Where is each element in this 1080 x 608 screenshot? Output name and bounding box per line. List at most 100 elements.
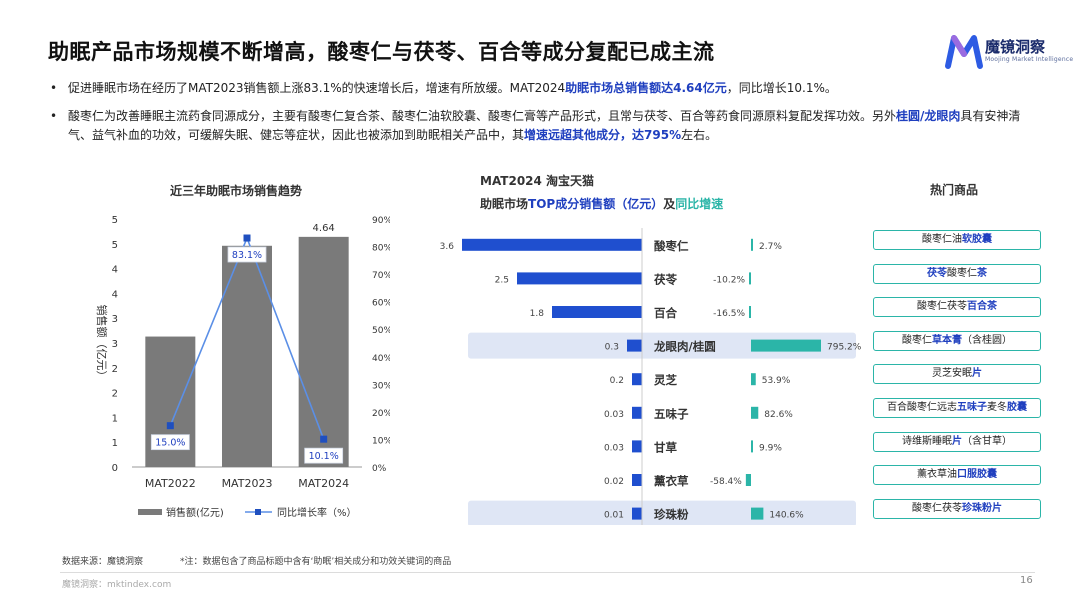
growth-value-label: -10.2% <box>713 275 745 285</box>
y2-tick-label: 50% <box>372 326 390 336</box>
y2-tick-label: 30% <box>372 381 390 391</box>
body-text: 促进睡眠市场在经历了MAT2023销售额上涨83.1%的快速增长后，增速有所放缓… <box>68 81 566 95</box>
bullet-text: 酸枣仁为改善睡眠主流药食同源成分，主要有酸枣仁复合茶、酸枣仁油软胶囊、酸枣仁膏等… <box>50 107 1035 145</box>
title-segment: 助眠市场 <box>480 197 529 211</box>
ingredient-label: 茯苓 <box>653 272 677 286</box>
moojing-logo-icon <box>945 35 983 69</box>
growth-bar <box>751 373 756 386</box>
y-tick-label: 0 <box>112 463 118 474</box>
bullet-2: • 酸枣仁为改善睡眠主流药食同源成分，主要有酸枣仁复合茶、酸枣仁油软胶囊、酸枣仁… <box>50 107 1035 145</box>
product-keyword: 五味子 <box>957 402 987 413</box>
hot-product-item: 酸枣仁油软胶囊 <box>873 230 1041 250</box>
x-tick-label: MAT2022 <box>145 477 196 490</box>
ingredient-chart-subtitle: MAT2024 淘宝天猫 <box>480 174 595 188</box>
sales-bar <box>632 373 642 386</box>
ingredient-label: 甘草 <box>654 440 677 454</box>
highlight-text: 桂圆/龙眼肉 <box>896 109 961 123</box>
product-keyword: 片 <box>972 368 982 380</box>
sales-bar <box>298 236 349 467</box>
y-tick-label: 2 <box>112 389 118 400</box>
title-segment: TOP成分销售额（亿元） <box>528 197 664 211</box>
product-text: 酸枣仁茯苓 <box>912 502 962 514</box>
data-source: 数据来源：魔镜洞察 <box>62 557 144 567</box>
sales-trend-chart: 011223344550%10%20%30%40%50%60%70%80%90%… <box>95 215 390 519</box>
sales-value-label: 0.02 <box>604 477 624 487</box>
sales-value-label: 1.8 <box>530 309 545 319</box>
slide-title: 助眠产品市场规模不断增高，酸枣仁与茯苓、百合等成分复配已成主流 <box>48 40 715 64</box>
product-keyword: 珍珠粉片 <box>962 502 1002 514</box>
bullet-dot: • <box>50 109 58 123</box>
y-tick-label: 5 <box>112 215 118 226</box>
growth-bar <box>749 306 751 318</box>
legend-bar-swatch <box>138 509 162 515</box>
bullet-1: • 促进睡眠市场在经历了MAT2023销售额上涨83.1%的快速增长后，增速有所… <box>50 79 1035 98</box>
product-text: 麦冬 <box>987 402 1007 413</box>
sales-value-label: 0.01 <box>604 511 624 521</box>
y-tick-label: 1 <box>112 438 118 449</box>
product-keyword: 茯苓 <box>927 267 947 279</box>
ingredient-chart-title: 助眠市场TOP成分销售额（亿元）及同比增速 <box>480 195 723 212</box>
body-text: 酸枣仁为改善睡眠主流药食同源成分，主要有酸枣仁复合茶、酸枣仁油软胶囊、酸枣仁膏等… <box>68 109 897 123</box>
body-text: 左右。 <box>681 128 718 142</box>
trend-chart-title: 近三年助眠市场销售趋势 <box>170 184 303 198</box>
sales-bar <box>517 272 642 285</box>
logo-subtitle: Moojing Market Intelligence <box>985 56 1074 63</box>
product-text: 百合酸枣仁远志 <box>887 402 957 413</box>
growth-bar <box>749 272 751 285</box>
highlight-row-bg <box>468 332 856 359</box>
x-tick-label: MAT2023 <box>222 477 273 490</box>
bar-value-label: 4.64 <box>313 223 335 234</box>
product-text: 酸枣仁油 <box>922 234 962 245</box>
highlight-text: 增速远超其他成分，达795% <box>524 128 682 142</box>
ingredient-label: 灵芝 <box>654 373 677 387</box>
product-text: 酸枣仁茯苓 <box>917 301 967 313</box>
hot-product-item: 薰衣草油口服胶囊 <box>873 465 1041 486</box>
sales-value-label: 2.5 <box>495 275 509 285</box>
y2-tick-label: 10% <box>372 436 390 446</box>
bullet-text: 促进睡眠市场在经历了MAT2023销售额上涨83.1%的快速增长后，增速有所放缓… <box>50 79 1035 98</box>
ingredient-label: 龙眼肉/桂圆 <box>653 340 716 354</box>
sales-bar <box>632 474 642 486</box>
product-keyword: 软胶囊 <box>962 234 992 245</box>
y-tick-label: 4 <box>112 265 118 276</box>
growth-bar <box>751 238 753 251</box>
product-keyword: 胶囊 <box>1007 402 1027 413</box>
x-tick-label: MAT2024 <box>298 477 349 490</box>
growth-value-label: 9.9% <box>759 443 782 453</box>
growth-label-box <box>150 434 190 451</box>
footer-divider <box>60 572 1035 573</box>
y2-tick-label: 0% <box>372 464 387 474</box>
growth-marker <box>320 435 328 443</box>
ingredient-label: 薰衣草 <box>654 474 689 488</box>
product-text: 薰衣草油 <box>917 469 957 481</box>
y2-tick-label: 90% <box>372 216 390 226</box>
product-text: （含桂圆） <box>962 334 1012 346</box>
y2-tick-label: 80% <box>372 244 390 254</box>
title-segment: 及 <box>663 197 676 211</box>
product-keyword: 片 <box>952 435 962 447</box>
sales-bar <box>462 238 642 251</box>
sales-bar <box>632 406 642 419</box>
bullet-dot: • <box>50 81 58 95</box>
y2-tick-label: 70% <box>372 271 390 281</box>
legend-line-label: 同比增长率（%） <box>277 506 357 519</box>
page-number: 16 <box>1020 575 1033 586</box>
ingredient-label: 酸枣仁 <box>654 239 689 253</box>
growth-value-label: -58.4% <box>710 477 742 487</box>
y2-tick-label: 40% <box>372 354 390 364</box>
hot-product-item: 灵芝安眠片 <box>873 364 1041 385</box>
ingredient-label: 珍珠粉 <box>654 508 689 522</box>
y2-tick-label: 20% <box>372 409 390 419</box>
y-tick-label: 4 <box>112 289 118 300</box>
body-text: ，同比增长10.1%。 <box>726 81 837 95</box>
footer-site: 魔镜洞察：mktindex.com <box>62 580 172 590</box>
legend-line-marker <box>255 509 261 515</box>
y-tick-label: 1 <box>112 413 118 424</box>
title-segment: 同比增速 <box>675 197 724 211</box>
growth-value-label: 82.6% <box>764 410 793 420</box>
product-keyword: 茶 <box>977 267 987 279</box>
sales-value-label: 0.03 <box>604 410 624 420</box>
hot-product-item: 茯苓酸枣仁茶 <box>873 263 1041 284</box>
legend-bar-label: 销售额(亿元) <box>166 506 224 519</box>
growth-bar <box>751 440 753 453</box>
